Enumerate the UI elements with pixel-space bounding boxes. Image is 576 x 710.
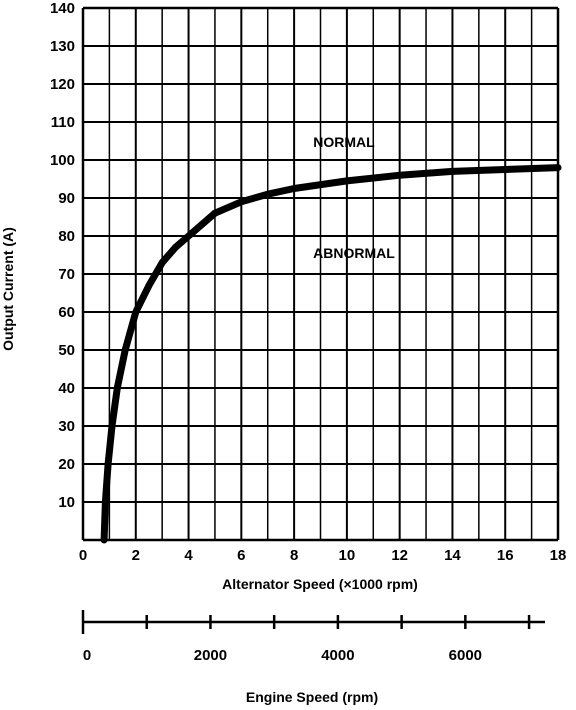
x-tick-label: 4 <box>184 547 193 564</box>
engine-tick-label: 2000 <box>194 647 227 664</box>
engine-tick-label: 6000 <box>449 647 482 664</box>
y-tick-label: 120 <box>50 76 75 93</box>
y-tick-label: 20 <box>58 456 75 473</box>
x-tick-label: 16 <box>497 547 514 564</box>
y-tick-label: 130 <box>50 38 75 55</box>
x-tick-label: 8 <box>290 547 298 564</box>
x-tick-label: 0 <box>79 547 87 564</box>
y-tick-label: 100 <box>50 152 75 169</box>
y-tick-label: 10 <box>58 494 75 511</box>
x-tick-label: 14 <box>444 547 461 564</box>
output-current-curve <box>100 164 562 544</box>
y-tick-label: 70 <box>58 266 75 283</box>
x-tick-label: 18 <box>550 547 567 564</box>
y-tick-label: 80 <box>58 228 75 245</box>
y-tick-label: 140 <box>50 0 75 17</box>
y-tick-label: 90 <box>58 190 75 207</box>
y-tick-label: 110 <box>51 114 75 131</box>
x-tick-label: 12 <box>391 547 408 564</box>
engine-tick-label: 4000 <box>321 647 354 664</box>
region-label-normal: NORMAL <box>313 134 375 150</box>
x-axis-title: Alternator Speed (×1000 rpm) <box>222 576 418 592</box>
x-tick-label: 6 <box>237 547 245 564</box>
engine-axis-title: Engine Speed (rpm) <box>246 689 378 705</box>
tick-labels: 10 20 30 40 50 60 70 80 90 100 110 120 130 140 0 2 4 6 8 10… <box>50 0 566 564</box>
y-tick-label: 40 <box>58 380 75 397</box>
x-tick-label: 10 <box>339 547 356 564</box>
engine-speed-axis: 0 2000 4000 6000 <box>81 610 545 664</box>
y-tick-label: 60 <box>58 304 75 321</box>
grid <box>81 6 560 542</box>
y-axis-title: Output Current (A) <box>0 227 16 351</box>
engine-tick-label: 0 <box>83 647 91 664</box>
y-tick-label: 30 <box>58 418 75 435</box>
region-label-abnormal: ABNORMAL <box>313 245 395 261</box>
x-tick-label: 2 <box>132 547 140 564</box>
y-tick-label: 50 <box>58 342 75 359</box>
